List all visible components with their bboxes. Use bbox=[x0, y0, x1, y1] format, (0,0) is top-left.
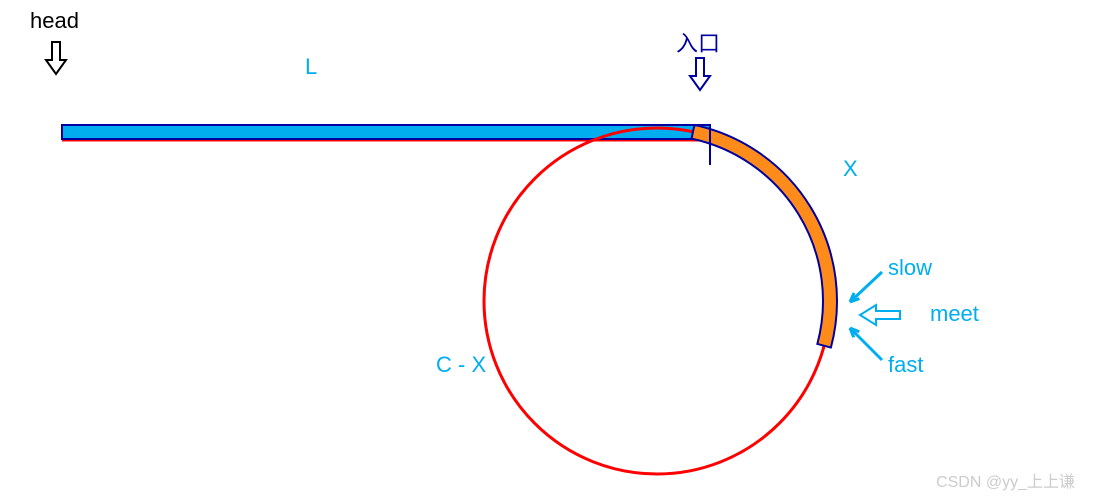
linked-list-cycle-diagram bbox=[0, 0, 1095, 502]
C-minus-X-label: C - X bbox=[436, 352, 486, 378]
X-label: X bbox=[843, 156, 858, 182]
slow-label: slow bbox=[888, 255, 932, 281]
meet-label: meet bbox=[930, 301, 979, 327]
fast-arrow-icon bbox=[850, 328, 882, 360]
fast-label: fast bbox=[888, 352, 923, 378]
entry-label: 入口 bbox=[676, 26, 720, 58]
head-label: head bbox=[30, 8, 79, 34]
entry-arrow-icon bbox=[690, 58, 710, 90]
L-label: L bbox=[305, 54, 317, 80]
meet-arrow-icon bbox=[860, 305, 900, 325]
head-arrow-icon bbox=[46, 42, 66, 74]
watermark: CSDN @yy_上上谦 bbox=[936, 468, 1075, 492]
slow-arrow-icon bbox=[850, 272, 882, 302]
